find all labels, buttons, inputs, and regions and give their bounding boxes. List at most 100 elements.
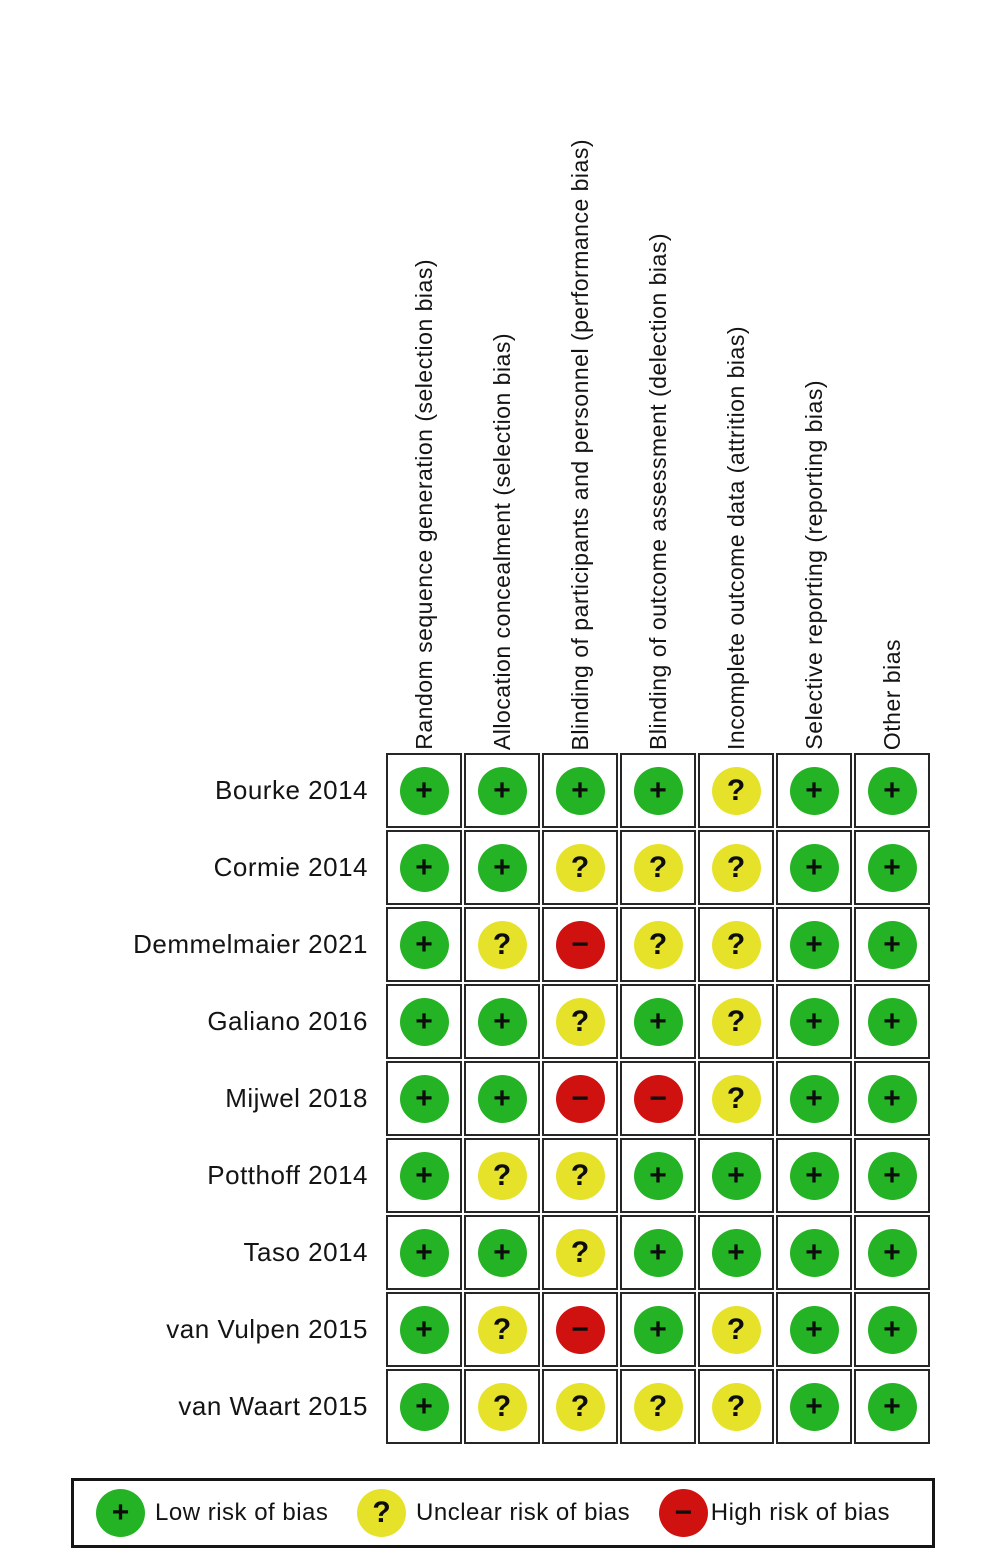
rating-cell: + — [776, 984, 852, 1059]
column-header-label: Blinding of participants and personnel (… — [566, 138, 593, 751]
column-header-0: Random sequence generation (selection bi… — [386, 0, 462, 750]
rating-cell: + — [464, 984, 540, 1059]
unclear-risk-icon: ? — [555, 1151, 605, 1200]
rating-cell: + — [620, 984, 696, 1059]
rating-cell: − — [542, 1292, 618, 1367]
unclear-risk-icon: ? — [711, 1382, 761, 1431]
rating-cell: + — [776, 1061, 852, 1136]
rating-cell: ? — [698, 1292, 774, 1367]
low-risk-icon: + — [867, 1151, 917, 1200]
rating-cell: − — [620, 1061, 696, 1136]
rating-cell: + — [698, 1215, 774, 1290]
rating-cell: + — [854, 907, 930, 982]
legend-item-high: − High risk of bias — [658, 1489, 890, 1537]
rating-cell: + — [620, 1138, 696, 1213]
low-risk-icon: + — [867, 1305, 917, 1354]
legend-item-unclear: ? Unclear risk of bias — [357, 1489, 630, 1537]
rating-cell: + — [386, 1138, 462, 1213]
rating-cell: + — [854, 1215, 930, 1290]
unclear-risk-icon: ? — [555, 843, 605, 892]
column-header-label: Selective reporting (reporting bias) — [800, 380, 827, 750]
low-risk-icon: + — [399, 920, 449, 969]
unclear-risk-icon: ? — [711, 843, 761, 892]
low-risk-icon: + — [399, 766, 449, 815]
low-risk-icon: + — [399, 1151, 449, 1200]
low-risk-icon: + — [867, 1382, 917, 1431]
matrix-grid: Bourke 2014 + + + +? + + Cormie 2014 + +??? + + Demm… — [0, 753, 930, 1444]
rating-cell: + — [776, 1138, 852, 1213]
rating-cell: + — [386, 1215, 462, 1290]
study-label: Mijwel 2018 — [225, 1083, 368, 1113]
low-risk-icon: + — [789, 766, 839, 815]
low-risk-icon: + — [633, 766, 683, 815]
column-header-label: Allocation concealment (selection bias) — [488, 332, 515, 750]
rating-cell: ? — [542, 1215, 618, 1290]
rating-cell: + — [776, 1292, 852, 1367]
rating-cell: ? — [698, 753, 774, 828]
rating-cell: + — [854, 984, 930, 1059]
unclear-risk-icon: ? — [477, 920, 527, 969]
rating-cell: + — [464, 753, 540, 828]
rating-cell: ? — [698, 984, 774, 1059]
low-risk-icon: + — [633, 1305, 683, 1354]
low-risk-icon: + — [399, 1074, 449, 1123]
high-risk-icon: − — [658, 1489, 708, 1537]
rating-cell: ? — [542, 984, 618, 1059]
high-risk-icon: − — [555, 920, 605, 969]
rating-cell: + — [386, 1369, 462, 1444]
study-label: Galiano 2016 — [207, 1006, 368, 1036]
legend-label: Unclear risk of bias — [416, 1499, 631, 1526]
rating-cell: ? — [542, 1369, 618, 1444]
high-risk-icon: − — [555, 1305, 605, 1354]
low-risk-icon: + — [633, 1151, 683, 1200]
rating-cell: ? — [620, 907, 696, 982]
low-risk-icon: + — [789, 1151, 839, 1200]
rating-cell: ? — [698, 830, 774, 905]
rating-cell: − — [542, 907, 618, 982]
rating-cell: + — [854, 1369, 930, 1444]
column-header-label: Random sequence generation (selection bi… — [410, 259, 437, 750]
low-risk-icon: + — [867, 843, 917, 892]
unclear-risk-icon: ? — [357, 1489, 407, 1537]
rating-cell: + — [776, 1369, 852, 1444]
rating-cell: + — [386, 830, 462, 905]
low-risk-icon: + — [867, 920, 917, 969]
rating-cell: + — [386, 1061, 462, 1136]
study-label: van Vulpen 2015 — [166, 1314, 368, 1344]
low-risk-icon: + — [867, 766, 917, 815]
high-risk-icon: − — [633, 1074, 683, 1123]
column-header-label: Blinding of outcome assessment (delectio… — [644, 233, 671, 750]
rating-cell: + — [620, 1292, 696, 1367]
legend-item-low: + Low risk of bias — [96, 1489, 328, 1537]
low-risk-icon: + — [789, 1305, 839, 1354]
rating-cell: + — [386, 984, 462, 1059]
rating-cell: + — [620, 753, 696, 828]
unclear-risk-icon: ? — [711, 997, 761, 1046]
low-risk-icon: + — [399, 843, 449, 892]
legend-label: Low risk of bias — [155, 1499, 329, 1526]
rating-cell: + — [854, 753, 930, 828]
rating-cell: ? — [464, 1138, 540, 1213]
low-risk-icon: + — [96, 1489, 145, 1537]
low-risk-icon: + — [867, 1074, 917, 1123]
rating-cell: ? — [464, 1369, 540, 1444]
low-risk-icon: + — [789, 1382, 839, 1431]
low-risk-icon: + — [711, 1151, 761, 1200]
column-header-6: Other bias — [854, 0, 930, 750]
low-risk-icon: + — [789, 843, 839, 892]
rating-cell: + — [464, 830, 540, 905]
study-label: Cormie 2014 — [213, 852, 368, 882]
high-risk-icon: − — [555, 1074, 605, 1123]
low-risk-icon: + — [867, 997, 917, 1046]
rating-cell: + — [776, 1215, 852, 1290]
unclear-risk-icon: ? — [711, 920, 761, 969]
legend: + Low risk of bias ? Unclear risk of bia… — [71, 1478, 935, 1548]
rating-cell: + — [464, 1061, 540, 1136]
rating-cell: ? — [698, 1369, 774, 1444]
rating-cell: + — [776, 907, 852, 982]
rating-cell: ? — [542, 830, 618, 905]
low-risk-icon: + — [477, 1228, 527, 1277]
low-risk-icon: + — [477, 997, 527, 1046]
study-label: Potthoff 2014 — [207, 1160, 368, 1190]
